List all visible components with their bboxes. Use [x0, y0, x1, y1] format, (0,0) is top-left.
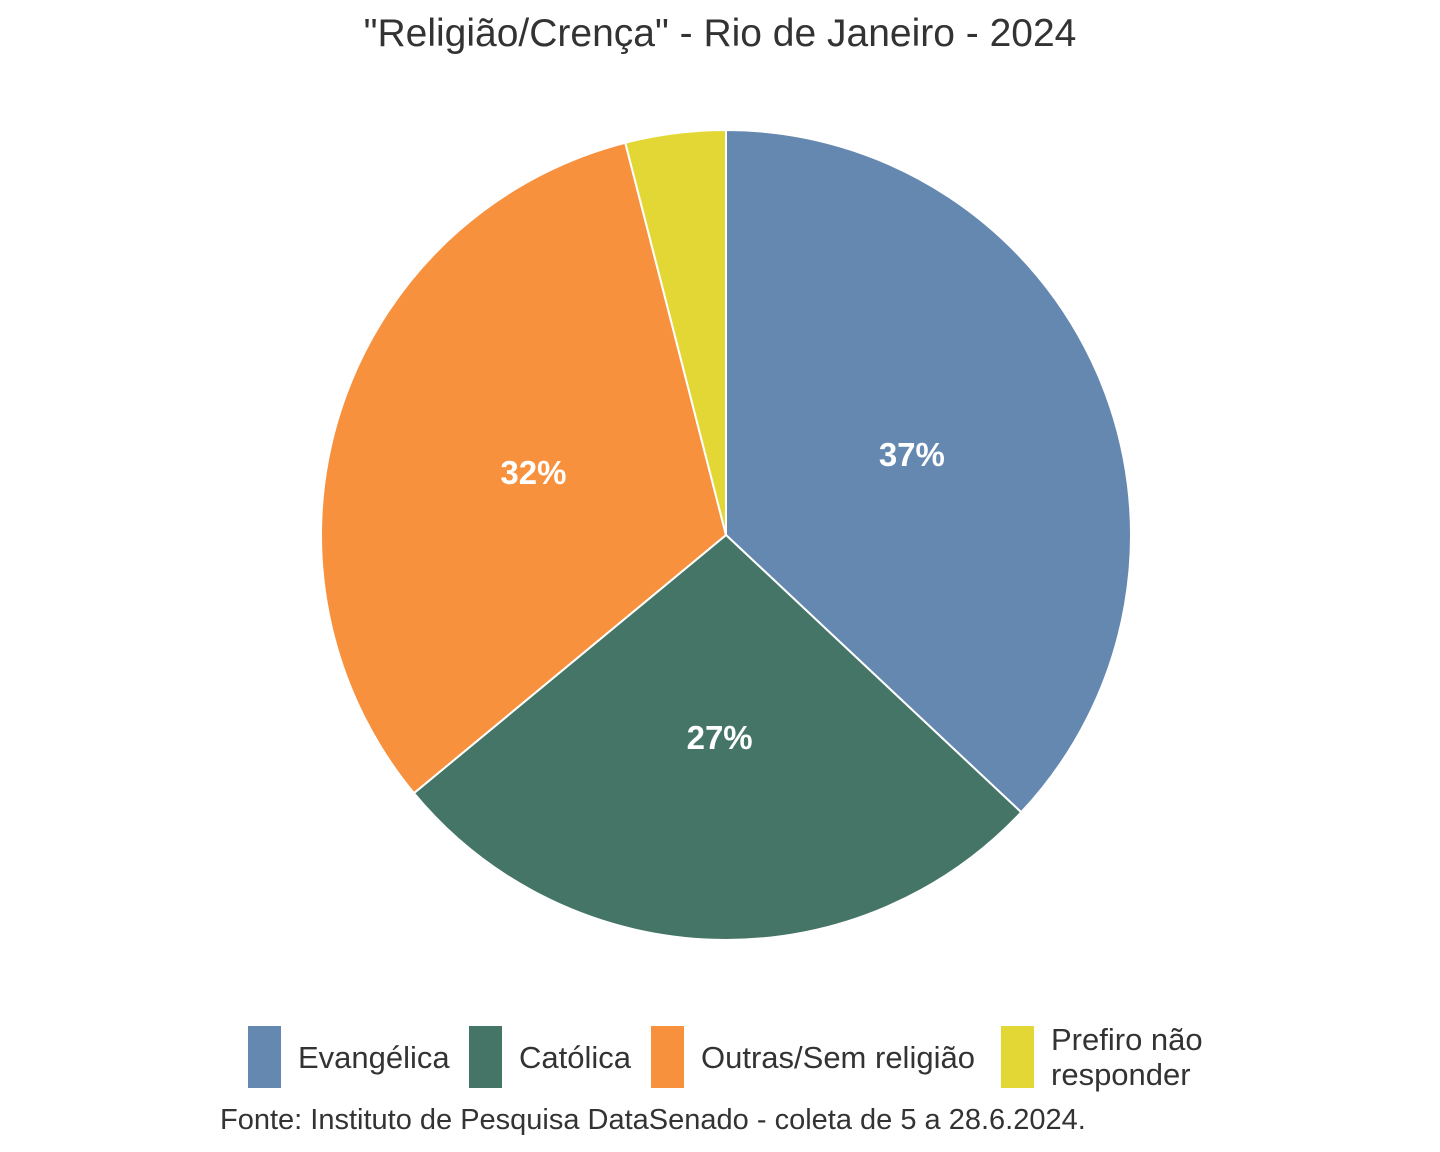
pie-chart: 37% 27% 32% — [320, 128, 1132, 941]
legend-key-evangelica — [248, 1026, 281, 1088]
legend-label-catolica: Católica — [519, 1039, 631, 1075]
pie-value-label-catolica: 27% — [687, 719, 753, 756]
chart-title: "Religião/Crença" - Rio de Janeiro - 202… — [363, 12, 1077, 55]
legend-label-prefiro-nao-responder: Prefiro não responder — [1051, 1022, 1203, 1092]
pie-value-labels: 37% 27% 32% — [500, 436, 944, 756]
pie-slice-evangelica — [725, 128, 1132, 814]
legend-item-evangelica: Evangélica — [248, 1024, 450, 1090]
legend: Evangélica Católica Outras/Sem religião … — [0, 1022, 1440, 1094]
legend-key-prefiro-nao-responder — [1001, 1026, 1034, 1088]
pie-slice-prefiro-nao-responder — [624, 128, 727, 536]
pie-value-label-outras-sem-religiao: 32% — [500, 454, 566, 491]
legend-label-outras: Outras/Sem religião — [701, 1039, 975, 1075]
legend-item-outras: Outras/Sem religião — [651, 1024, 975, 1090]
legend-key-outras — [651, 1026, 684, 1088]
legend-item-catolica: Católica — [469, 1024, 631, 1090]
pie-slices — [320, 128, 1132, 941]
legend-label-evangelica: Evangélica — [298, 1039, 450, 1075]
pie-slice-outras-sem-religiao — [320, 141, 728, 795]
chart-caption: Fonte: Instituto de Pesquisa DataSenado … — [220, 1104, 1086, 1136]
pie-slice-catolica — [412, 533, 1023, 941]
legend-key-catolica — [469, 1026, 502, 1088]
legend-item-prefiro-nao-responder: Prefiro não responder — [1001, 1022, 1251, 1092]
pie-value-label-evangelica: 37% — [879, 436, 945, 473]
